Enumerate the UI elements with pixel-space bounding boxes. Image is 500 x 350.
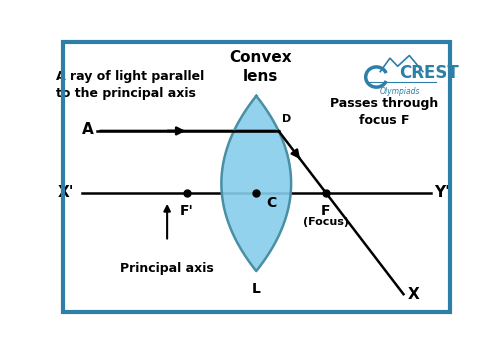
Text: (Focus): (Focus) xyxy=(303,217,349,227)
Text: F': F' xyxy=(180,204,194,218)
Text: L: L xyxy=(252,282,260,296)
Text: D: D xyxy=(282,114,292,124)
Text: X': X' xyxy=(58,186,74,201)
Text: F: F xyxy=(321,204,331,218)
Text: A ray of light parallel
to the principal axis: A ray of light parallel to the principal… xyxy=(56,70,204,100)
Text: CREST: CREST xyxy=(400,64,460,82)
Text: Passes through
focus F: Passes through focus F xyxy=(330,97,438,127)
Text: Olympiads: Olympiads xyxy=(380,88,420,96)
Text: X: X xyxy=(408,287,419,302)
Text: C: C xyxy=(266,196,276,210)
Polygon shape xyxy=(222,96,291,271)
Text: Convex
lens: Convex lens xyxy=(229,50,292,84)
Text: Principal axis: Principal axis xyxy=(120,262,214,275)
Text: A: A xyxy=(82,122,94,137)
Text: Y': Y' xyxy=(434,186,450,201)
